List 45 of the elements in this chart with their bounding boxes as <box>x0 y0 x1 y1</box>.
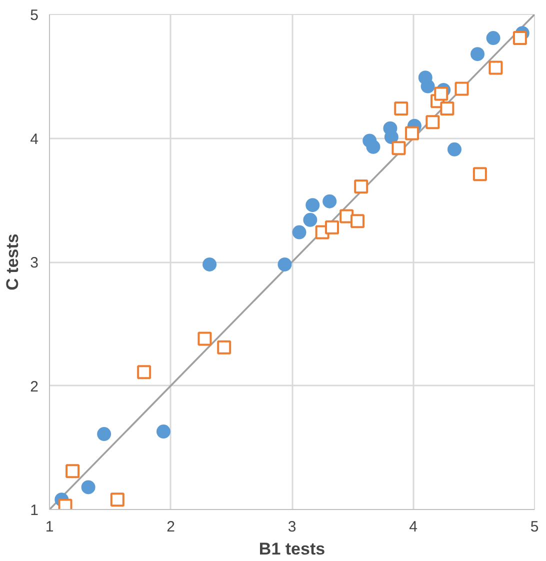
point <box>470 47 485 62</box>
point <box>198 332 212 346</box>
point <box>306 198 320 212</box>
point <box>325 220 340 234</box>
x-tick-label: 1 <box>45 518 54 536</box>
point <box>384 130 398 144</box>
point <box>292 225 306 240</box>
x-tick-label: 5 <box>530 518 539 536</box>
point <box>366 140 380 154</box>
point <box>350 214 364 228</box>
point <box>394 102 408 116</box>
point <box>447 142 462 156</box>
x-tick-label: 3 <box>288 518 296 536</box>
point <box>434 86 448 101</box>
point <box>440 102 454 116</box>
point <box>278 257 292 272</box>
point <box>97 427 112 441</box>
point <box>354 180 368 194</box>
point <box>137 365 152 380</box>
y-tick-label: 1 <box>30 502 38 519</box>
point <box>512 31 527 46</box>
point <box>488 60 503 75</box>
point <box>81 480 96 494</box>
point <box>486 31 500 45</box>
point <box>303 212 318 227</box>
x-tick-label: 4 <box>409 518 418 536</box>
point <box>426 115 440 130</box>
point <box>66 464 80 478</box>
point <box>202 257 217 272</box>
point <box>110 492 124 507</box>
y-tick-label: 4 <box>30 130 38 148</box>
x-tick-label: 2 <box>166 518 175 536</box>
y-tick-label: 5 <box>30 7 38 24</box>
point <box>156 424 170 439</box>
y-tick-label: 2 <box>30 378 38 396</box>
x-axis-title: B1 tests <box>258 540 326 558</box>
point <box>392 141 406 156</box>
point <box>405 126 420 140</box>
y-tick-label: 3 <box>30 254 38 272</box>
point <box>454 82 469 96</box>
point <box>420 79 435 94</box>
point <box>322 194 337 208</box>
point <box>217 340 232 354</box>
point <box>472 167 487 182</box>
y-axis-title: C tests <box>3 234 22 290</box>
